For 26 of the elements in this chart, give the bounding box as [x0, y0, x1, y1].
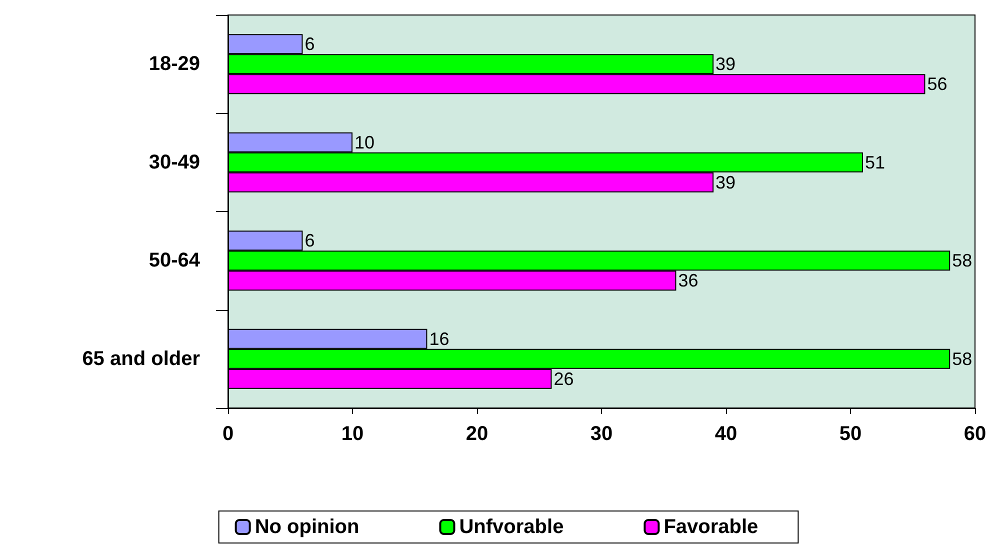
- x-tick-label: 60: [964, 423, 986, 445]
- data-label: 16: [429, 328, 450, 349]
- data-label: 56: [927, 74, 948, 94]
- data-label: 58: [952, 348, 972, 369]
- x-tick-label: 10: [341, 423, 364, 445]
- legend-label: Favorable: [664, 516, 758, 538]
- data-label: 26: [554, 368, 574, 389]
- data-label: 39: [716, 172, 736, 192]
- data-label: 6: [304, 34, 315, 54]
- data-label: 6: [304, 230, 315, 251]
- y-tick-label: 18-29: [148, 53, 200, 76]
- y-tick-label: 30-49: [148, 151, 200, 174]
- data-label: 36: [678, 270, 698, 291]
- legend-label: Unfvorable: [459, 516, 564, 538]
- legend-label: No opinion: [254, 516, 360, 538]
- x-tick-label: 40: [714, 423, 738, 445]
- x-tick-label: 30: [590, 423, 613, 445]
- y-tick-label: 50-64: [148, 250, 201, 272]
- data-label: 10: [354, 132, 375, 152]
- y-tick-label: 65 and older: [82, 348, 200, 370]
- data-label: 58: [952, 250, 972, 271]
- x-tick-label: 20: [466, 423, 488, 445]
- data-label: 51: [864, 152, 885, 172]
- x-tick-label: 50: [839, 423, 862, 445]
- data-label: 39: [716, 54, 736, 74]
- x-tick-label: 0: [222, 423, 234, 445]
